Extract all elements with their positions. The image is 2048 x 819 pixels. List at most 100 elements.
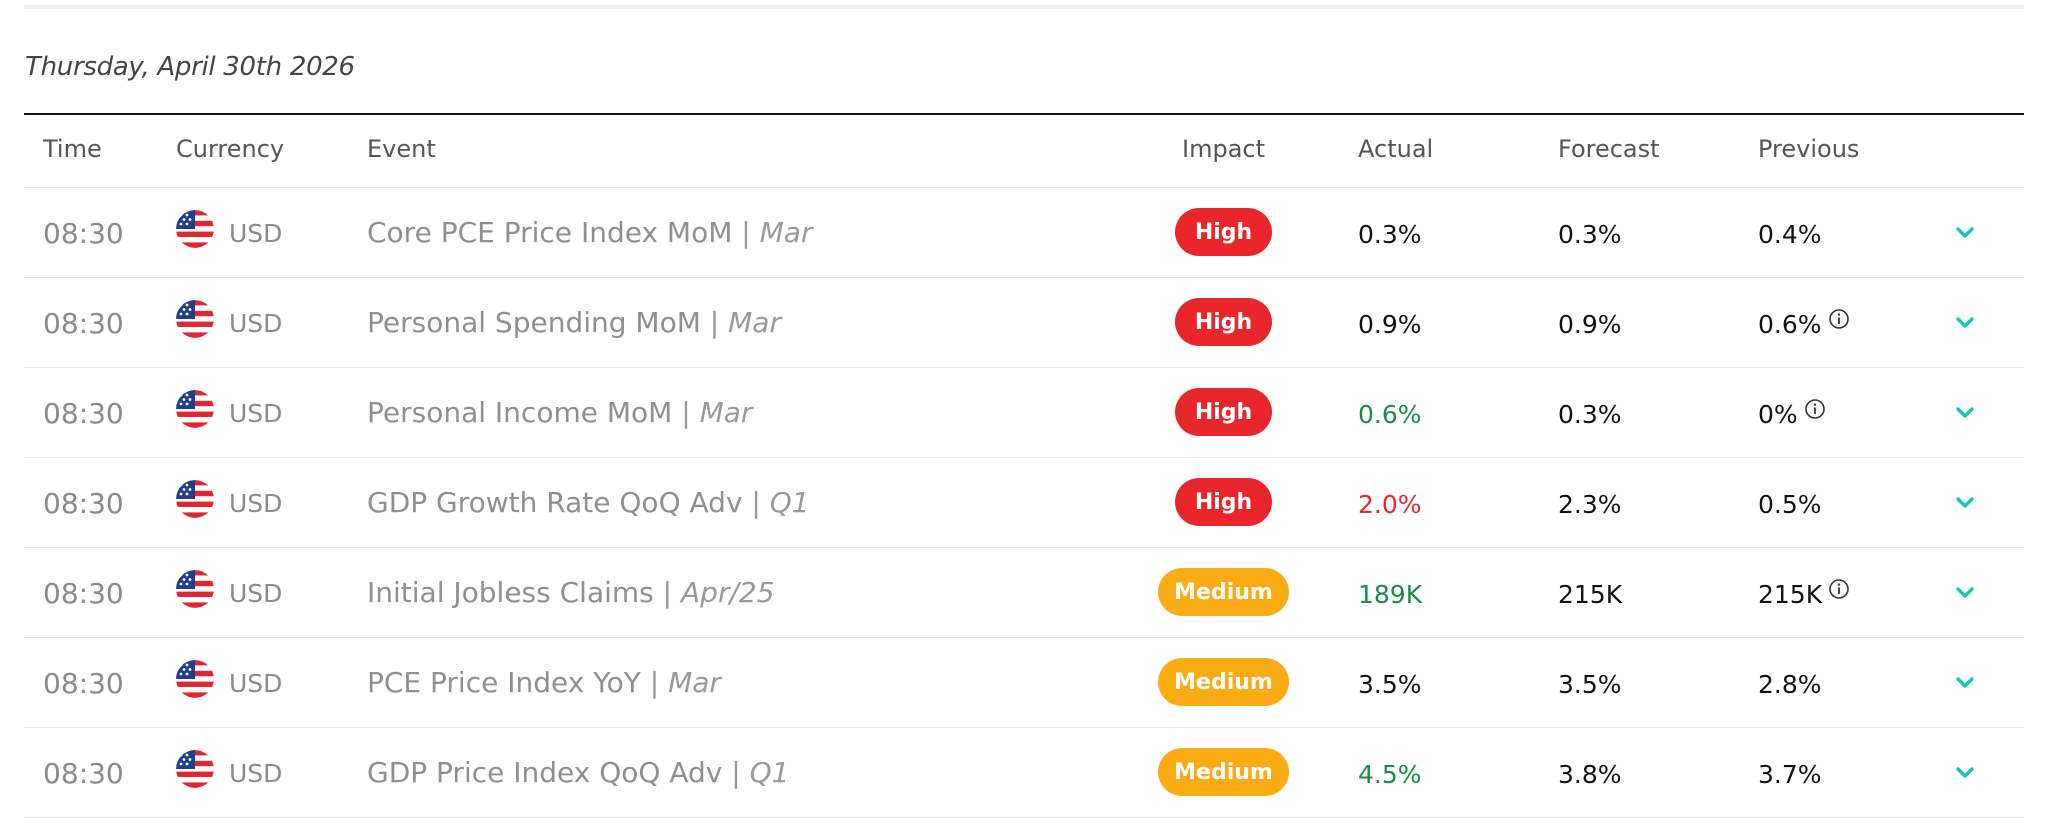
previous-cell: 0.6% [1758,307,1850,339]
previous-value: 3.7% [1758,760,1822,789]
chevron-down-icon[interactable] [1950,398,1980,428]
us-flag-icon [176,300,214,338]
event-time: 08:30 [43,667,124,700]
event-separator: | [709,306,720,339]
info-icon[interactable] [1804,397,1826,426]
event-name: Core PCE Price Index MoM [367,216,733,249]
previous-cell: 0.4% [1758,220,1822,249]
previous-value: 0.5% [1758,490,1822,519]
previous-cell: 215K [1758,577,1850,609]
forecast-value: 3.5% [1558,670,1622,699]
chevron-down-icon[interactable] [1950,758,1980,788]
impact-badge: Medium [1158,568,1289,616]
event-period: Q1 [749,756,790,789]
event-separator: | [751,486,761,519]
actual-value: 3.5% [1358,670,1422,699]
previous-value: 0.4% [1758,220,1822,249]
info-icon[interactable] [1828,577,1850,606]
previous-value: 215K [1758,580,1823,609]
previous-cell: 0% [1758,397,1826,429]
event-name-link[interactable]: Initial Jobless Claims | Apr/25 [367,576,775,609]
info-icon[interactable] [1828,307,1850,336]
impact-badge: High [1175,388,1272,436]
event-time: 08:30 [43,577,124,610]
chevron-down-icon[interactable] [1950,578,1980,608]
impact-badge: High [1175,208,1272,256]
event-period: Apr/25 [681,576,775,609]
chevron-down-icon[interactable] [1950,668,1980,698]
table-row[interactable]: 08:30 USD PCE Price Index YoY | Mar Medi… [24,638,2024,728]
us-flag-icon [176,480,214,518]
us-flag-icon [176,750,214,788]
table-row[interactable]: 08:30 USD Core PCE Price Index MoM | Mar… [24,188,2024,278]
actual-value: 0.3% [1358,220,1422,249]
us-flag-icon [176,570,214,608]
impact-badge: Medium [1158,748,1289,796]
event-name: PCE Price Index YoY [367,666,641,699]
event-separator: | [731,756,741,789]
impact-badge: Medium [1158,658,1289,706]
currency-code: USD [229,579,283,608]
header-time: Time [43,135,102,163]
event-name-link[interactable]: Personal Spending MoM | Mar [367,306,781,339]
forecast-value: 3.8% [1558,760,1622,789]
header-impact: Impact [1182,135,1266,163]
event-name-link[interactable]: PCE Price Index YoY | Mar [367,666,721,699]
header-forecast: Forecast [1558,135,1660,163]
impact-badge: High [1175,298,1272,346]
forecast-value: 0.3% [1558,400,1622,429]
event-name: Personal Income MoM [367,396,673,429]
header-event: Event [367,135,436,163]
event-name-link[interactable]: Core PCE Price Index MoM | Mar [367,216,812,249]
currency-code: USD [229,399,283,428]
forecast-value: 215K [1558,580,1623,609]
event-period: Mar [759,216,813,249]
currency-code: USD [229,489,283,518]
chevron-down-icon[interactable] [1950,488,1980,518]
previous-value: 2.8% [1758,670,1822,699]
event-name: GDP Growth Rate QoQ Adv [367,486,743,519]
chevron-down-icon[interactable] [1950,308,1980,338]
event-name: GDP Price Index QoQ Adv [367,756,723,789]
forecast-value: 2.3% [1558,490,1622,519]
currency-code: USD [229,759,283,788]
table-header: Time Currency Event Impact Actual Foreca… [24,113,2024,188]
event-time: 08:30 [43,757,124,790]
event-time: 08:30 [43,487,124,520]
table-body: 08:30 USD Core PCE Price Index MoM | Mar… [24,188,2024,818]
header-actual: Actual [1358,135,1434,163]
table-row[interactable]: 08:30 USD Initial Jobless Claims | Apr/2… [24,548,2024,638]
event-separator: | [649,666,660,699]
actual-value: 189K [1358,580,1423,609]
event-period: Q1 [769,486,810,519]
actual-value: 2.0% [1358,490,1422,519]
chevron-down-icon[interactable] [1950,218,1980,248]
economic-calendar-table: Time Currency Event Impact Actual Foreca… [24,113,2024,818]
event-time: 08:30 [43,397,124,430]
header-previous: Previous [1758,135,1860,163]
table-row[interactable]: 08:30 USD Personal Income MoM | Mar High… [24,368,2024,458]
event-separator: | [681,396,691,429]
event-name-link[interactable]: GDP Growth Rate QoQ Adv | Q1 [367,486,810,519]
table-row[interactable]: 08:30 USD GDP Growth Rate QoQ Adv | Q1 H… [24,458,2024,548]
table-row[interactable]: 08:30 USD GDP Price Index QoQ Adv | Q1 M… [24,728,2024,818]
header-currency: Currency [176,135,285,163]
previous-cell: 2.8% [1758,670,1822,699]
actual-value: 4.5% [1358,760,1422,789]
event-period: Mar [699,396,753,429]
actual-value: 0.6% [1358,400,1422,429]
event-separator: | [662,576,673,609]
previous-value: 0.6% [1758,310,1822,339]
table-row[interactable]: 08:30 USD Personal Spending MoM | Mar Hi… [24,278,2024,368]
event-name-link[interactable]: Personal Income MoM | Mar [367,396,752,429]
event-name: Initial Jobless Claims [367,576,654,609]
event-period: Mar [728,306,781,339]
event-name: Personal Spending MoM [367,306,701,339]
previous-value: 0% [1758,400,1798,429]
currency-code: USD [229,219,283,248]
top-divider [24,5,2024,9]
event-separator: | [741,216,751,249]
event-name-link[interactable]: GDP Price Index QoQ Adv | Q1 [367,756,789,789]
forecast-value: 0.3% [1558,220,1622,249]
event-period: Mar [668,666,721,699]
